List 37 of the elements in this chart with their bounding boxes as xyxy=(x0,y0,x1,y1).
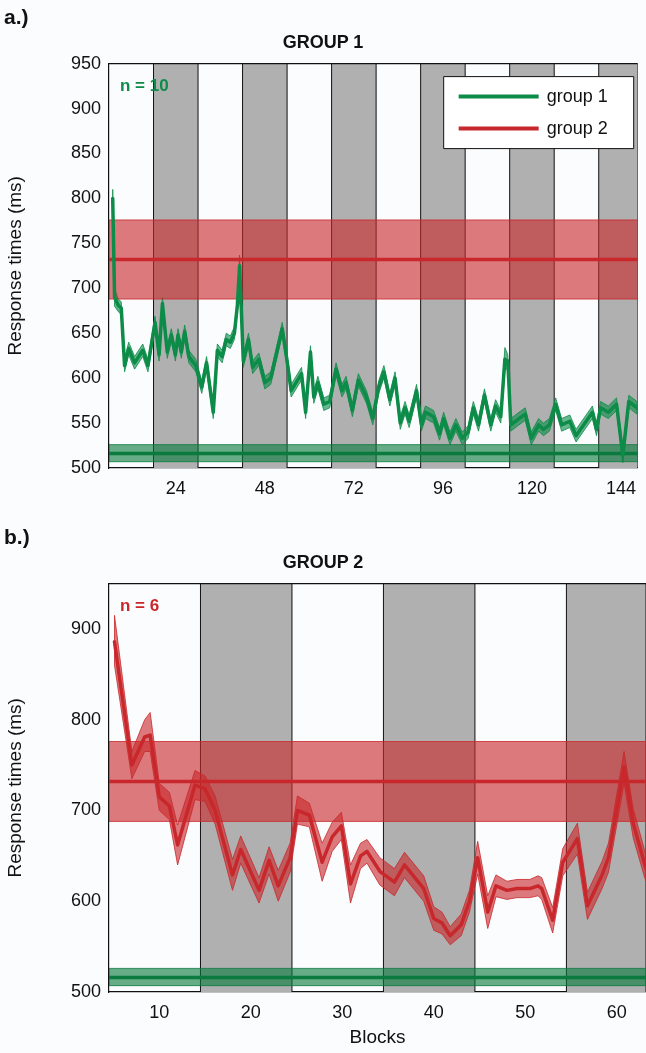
y-tick-label: 550 xyxy=(70,412,101,433)
y-tick-label: 750 xyxy=(70,232,101,253)
y-axis-title: Response times (ms) xyxy=(3,698,25,878)
x-tick-label: 24 xyxy=(165,477,186,498)
y-tick-label: 950 xyxy=(70,52,101,73)
y-tick-label: 900 xyxy=(70,617,101,638)
x-tick-label: 10 xyxy=(149,1001,170,1022)
annotation: n = 6 xyxy=(120,595,160,615)
x-tick-label: 48 xyxy=(254,477,275,498)
y-tick-label: 850 xyxy=(70,142,101,163)
y-tick-label: 500 xyxy=(70,980,101,1001)
x-tick-label: 96 xyxy=(432,477,453,498)
x-tick-label: 120 xyxy=(516,477,547,498)
chart-title: GROUP 2 xyxy=(282,551,364,572)
x-axis-title: Blocks xyxy=(349,1025,406,1047)
x-tick-label: 40 xyxy=(423,1001,444,1022)
x-tick-label: 60 xyxy=(606,1001,627,1022)
legend-label: group 1 xyxy=(546,85,608,106)
text: b.) xyxy=(4,525,30,549)
text: a.) xyxy=(4,5,29,29)
legend-label: group 2 xyxy=(546,117,608,138)
x-tick-label: 72 xyxy=(343,477,364,498)
x-tick-label: 50 xyxy=(515,1001,536,1022)
y-tick-label: 800 xyxy=(70,708,101,729)
y-tick-label: 700 xyxy=(70,799,101,820)
x-tick-label: 20 xyxy=(240,1001,261,1022)
y-tick-label: 900 xyxy=(70,97,101,118)
chart-title: GROUP 1 xyxy=(282,31,364,52)
y-tick-label: 600 xyxy=(70,890,101,911)
y-tick-label: 600 xyxy=(70,367,101,388)
x-tick-label: 144 xyxy=(605,477,637,498)
y-tick-label: 800 xyxy=(70,187,101,208)
y-tick-label: 700 xyxy=(70,277,101,298)
y-tick-label: 500 xyxy=(70,456,101,477)
y-axis-title: Response times (ms) xyxy=(3,176,25,356)
x-tick-label: 30 xyxy=(332,1001,353,1022)
y-tick-label: 650 xyxy=(70,322,101,343)
